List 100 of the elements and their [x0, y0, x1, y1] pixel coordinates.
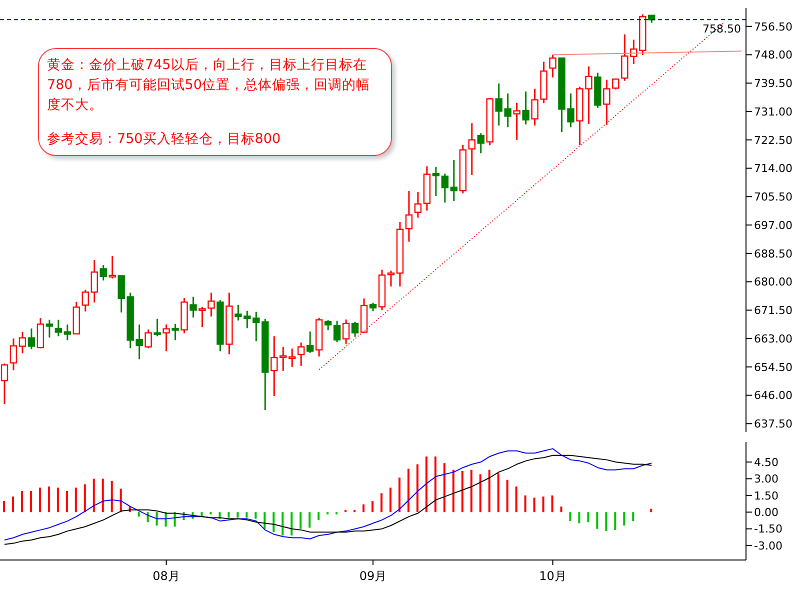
bar: [362, 504, 365, 512]
y-tick-label: 697.00: [754, 218, 792, 232]
bar: [569, 512, 572, 522]
bar: [56, 488, 59, 512]
bar: [470, 470, 472, 512]
candlestick: [100, 264, 107, 282]
candlestick: [36, 317, 44, 349]
candlestick: [54, 319, 62, 337]
y-tick-label: -1.50: [754, 522, 782, 536]
bar: [318, 512, 320, 520]
bar: [398, 478, 400, 512]
y-tick-label: 756.50: [754, 20, 792, 34]
y-tick-label: 731.00: [754, 105, 792, 118]
candlestick: [190, 296, 197, 318]
bar: [479, 474, 482, 512]
bar: [110, 480, 113, 512]
bar: [84, 484, 86, 512]
candlestick: [10, 338, 18, 371]
candlestick: [298, 342, 305, 367]
bar: [425, 456, 428, 512]
y-tick-label: 722.50: [754, 134, 792, 147]
bar: [138, 512, 140, 517]
candlestick: [172, 323, 179, 341]
bar: [605, 512, 608, 532]
bar: [443, 463, 446, 512]
bar: [533, 498, 536, 512]
x-tick-label: 09月: [359, 569, 387, 583]
candlestick: [549, 54, 556, 78]
bar: [246, 512, 248, 518]
candlestick: [306, 330, 314, 354]
bar: [551, 495, 554, 512]
candlestick: [522, 90, 530, 126]
bar: [282, 512, 284, 536]
bar: [488, 470, 490, 512]
bar: [461, 470, 464, 512]
bar: [542, 496, 544, 512]
bar: [264, 512, 266, 529]
bar: [236, 512, 239, 518]
y-tick-label: 1.50: [754, 489, 778, 502]
bar: [416, 464, 418, 512]
bar: [12, 496, 14, 512]
bar: [497, 473, 500, 512]
ref-line-label: 758.50: [702, 22, 741, 36]
y-tick-label: 646.00: [754, 389, 792, 402]
bar: [524, 495, 526, 512]
candlestick: [82, 289, 89, 312]
candlestick: [90, 259, 98, 304]
y-tick-label: 671.50: [754, 304, 792, 318]
bar: [30, 490, 32, 512]
bar: [380, 493, 382, 512]
x-tick-label: 08月: [152, 569, 180, 583]
y-tick-label: 714.00: [754, 162, 792, 176]
candlestick: [108, 255, 116, 280]
bar: [74, 488, 77, 512]
y-tick-label: 739.50: [754, 77, 792, 90]
y-tick-label: 748.00: [754, 48, 792, 62]
candlestick: [288, 348, 296, 368]
bar: [66, 490, 68, 512]
y-tick-label: 637.50: [754, 418, 792, 431]
candlestick: [414, 191, 422, 218]
bar: [308, 512, 311, 528]
bar: [389, 488, 392, 512]
bar: [156, 512, 158, 526]
annotation: 黄金：金价上破745以后，向上行，目标上行目标在780，后市有可能回试50位置，总体偏强，回调的幅度不大。: [47, 56, 371, 115]
y-tick-label: 663.00: [754, 332, 792, 346]
y-tick-label: 3.00: [754, 472, 778, 486]
bar: [506, 480, 508, 512]
bar: [587, 512, 590, 522]
bar: [596, 512, 598, 529]
candlestick: [432, 166, 440, 197]
bar: [254, 512, 257, 519]
candlestick: [280, 346, 287, 372]
bar: [578, 512, 580, 524]
candlestick: [18, 331, 26, 354]
bar: [632, 512, 634, 522]
candlestick: [46, 319, 54, 338]
candlestick: [154, 318, 161, 337]
bar: [372, 501, 374, 512]
y-tick-label: 688.50: [754, 247, 792, 260]
y-tick-label: 680.00: [754, 276, 792, 289]
candlestick: [450, 159, 458, 202]
candlestick: [270, 335, 278, 397]
bar: [623, 512, 626, 526]
candlestick: [477, 132, 484, 154]
candlestick: [144, 328, 152, 349]
candlestick: [342, 318, 350, 345]
candlestick: [162, 324, 170, 352]
bar: [452, 470, 454, 512]
bar: [407, 468, 410, 512]
candlestick: [468, 122, 476, 176]
bar: [38, 488, 41, 512]
bar: [102, 478, 104, 512]
candlestick: [387, 270, 395, 288]
bar: [92, 478, 95, 512]
candlestick: [405, 190, 413, 242]
candlestick: [64, 324, 72, 341]
y-tick-label: 4.50: [754, 456, 778, 469]
candlestick: [513, 102, 520, 141]
bar: [272, 512, 275, 532]
bar: [515, 486, 518, 512]
